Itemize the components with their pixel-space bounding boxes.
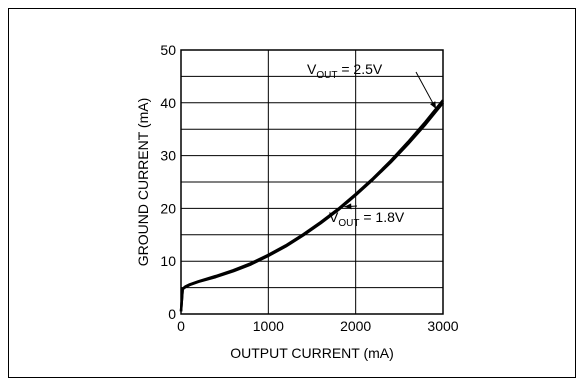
x-tick-label: 3000 bbox=[427, 318, 458, 334]
series-lines bbox=[179, 99, 444, 312]
y-tick-label: 50 bbox=[160, 42, 176, 58]
y-tick-label: 30 bbox=[160, 148, 176, 164]
y-tick-label: 0 bbox=[168, 306, 176, 322]
y-axis-label: GROUND CURRENT (mA) bbox=[135, 98, 151, 267]
leader-arrow-vout-1-8v-head bbox=[344, 203, 352, 210]
series-annotations: VOUT = 2.5V VOUT = 1.8V bbox=[307, 61, 437, 229]
x-tick-label: 1000 bbox=[253, 318, 284, 334]
grid bbox=[181, 50, 443, 314]
series-label-vout-1-8v: VOUT = 1.8V bbox=[329, 209, 405, 229]
plot-area bbox=[180, 49, 444, 315]
tick-labels: 0 1000 2000 3000 0 10 20 30 40 50 bbox=[160, 42, 458, 334]
series-line-0 bbox=[179, 99, 444, 312]
x-axis-label: OUTPUT CURRENT (mA) bbox=[230, 345, 394, 361]
leader-arrow-vout-2-5v-head bbox=[430, 101, 437, 109]
series-label-vout-2-5v: VOUT = 2.5V bbox=[307, 61, 383, 81]
x-tick-label: 2000 bbox=[340, 318, 371, 334]
y-tick-label: 40 bbox=[160, 95, 176, 111]
y-tick-label: 20 bbox=[160, 200, 176, 216]
x-tick-label: 0 bbox=[177, 318, 185, 334]
series-line-1 bbox=[179, 102, 444, 312]
chart-frame bbox=[8, 8, 576, 378]
y-tick-label: 10 bbox=[160, 253, 176, 269]
